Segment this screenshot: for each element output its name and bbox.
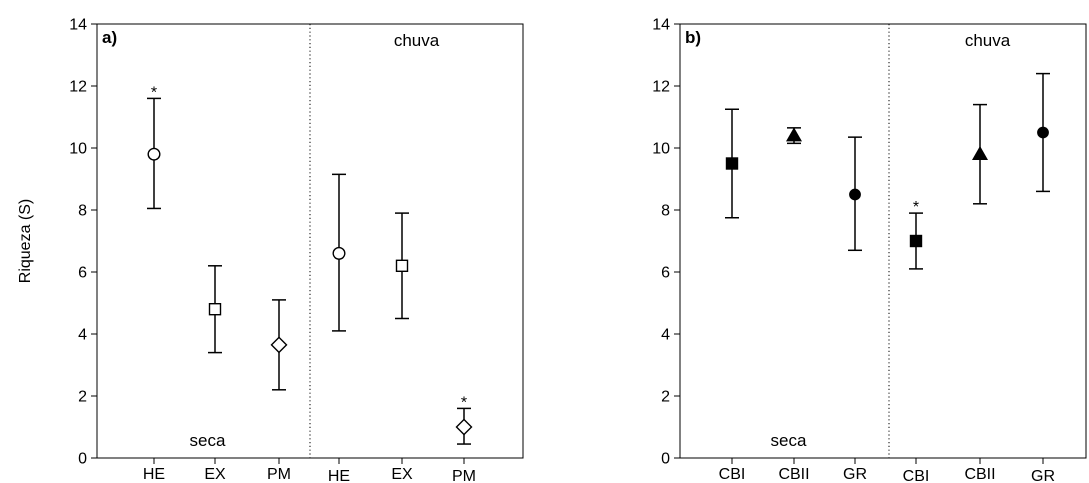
group-label-chuva: chuva xyxy=(965,31,1011,50)
marker-circle-open xyxy=(147,147,161,161)
y-tick-label: 12 xyxy=(652,79,670,96)
marker-triangle-filled xyxy=(971,145,989,161)
marker-circle-filled xyxy=(1037,126,1049,139)
data-point xyxy=(1036,72,1050,193)
significance-mark: * xyxy=(461,394,467,411)
plot-frame xyxy=(679,23,1087,459)
y-tick-label: 8 xyxy=(661,203,670,220)
marker-diamond-open xyxy=(455,418,473,436)
y-tick-label: 14 xyxy=(69,17,87,34)
marker-circle-filled xyxy=(849,188,861,201)
x-category-label: EX xyxy=(391,466,413,483)
y-axis-title: Riqueza (S) xyxy=(17,199,34,283)
y-tick-label: 2 xyxy=(661,389,670,406)
group-label-chuva: chuva xyxy=(394,31,440,50)
x-category-label: CBII xyxy=(778,466,809,483)
data-point xyxy=(270,299,288,391)
significance-mark: * xyxy=(913,199,919,216)
x-category-label: PM xyxy=(452,468,476,483)
x-category-label: GR xyxy=(1031,468,1055,483)
group-label-seca: seca xyxy=(190,431,226,450)
x-category-label: GR xyxy=(843,466,867,483)
x-category-label: CBI xyxy=(903,468,930,483)
y-tick-label: 6 xyxy=(78,265,87,282)
data-point xyxy=(332,173,346,332)
y-tick-label: 6 xyxy=(661,265,670,282)
significance-mark: * xyxy=(151,84,157,101)
data-point xyxy=(848,136,862,252)
chart-panel-1: 0 2 4 6 8 10 12 14 HE EX PM HE EX PM a) seca chuva Riquez… xyxy=(17,17,524,483)
chart-panel-2: 0 2 4 6 8 10 12 14 CBI CBII GR CBI CBII GR b) seca chuva… xyxy=(652,17,1087,483)
data-point xyxy=(785,127,803,145)
data-point: * xyxy=(147,84,161,210)
data-point: * xyxy=(455,394,473,445)
marker-square-open xyxy=(395,259,409,272)
x-category-label: PM xyxy=(267,466,291,483)
marker-square-open xyxy=(208,303,222,316)
x-category-label: CBII xyxy=(964,466,995,483)
y-tick-label: 8 xyxy=(78,203,87,220)
panel-label: b) xyxy=(685,28,701,47)
y-tick-label: 2 xyxy=(78,389,87,406)
y-tick-label: 14 xyxy=(652,17,670,34)
marker-square-filled xyxy=(725,157,739,170)
y-tick-label: 10 xyxy=(69,141,87,158)
y-tick-label: 0 xyxy=(78,451,87,468)
y-tick-label: 0 xyxy=(661,451,670,468)
y-tick-label: 4 xyxy=(661,327,670,344)
panel-label: a) xyxy=(102,28,117,47)
x-category-label: HE xyxy=(328,468,350,483)
data-point: * xyxy=(909,199,923,270)
data-point xyxy=(208,265,222,354)
y-tick-label: 12 xyxy=(69,79,87,96)
marker-square-filled xyxy=(909,234,923,248)
x-category-label: EX xyxy=(204,466,226,483)
x-category-label: CBI xyxy=(719,466,746,483)
x-category-label: HE xyxy=(143,466,165,483)
data-point xyxy=(725,108,739,219)
data-point xyxy=(971,103,989,205)
y-tick-label: 10 xyxy=(652,141,670,158)
marker-triangle-filled xyxy=(785,127,803,142)
marker-circle-open xyxy=(332,246,346,260)
y-tick-label: 4 xyxy=(78,327,87,344)
group-label-seca: seca xyxy=(771,431,807,450)
data-point xyxy=(395,212,409,320)
marker-diamond-open xyxy=(270,336,288,354)
